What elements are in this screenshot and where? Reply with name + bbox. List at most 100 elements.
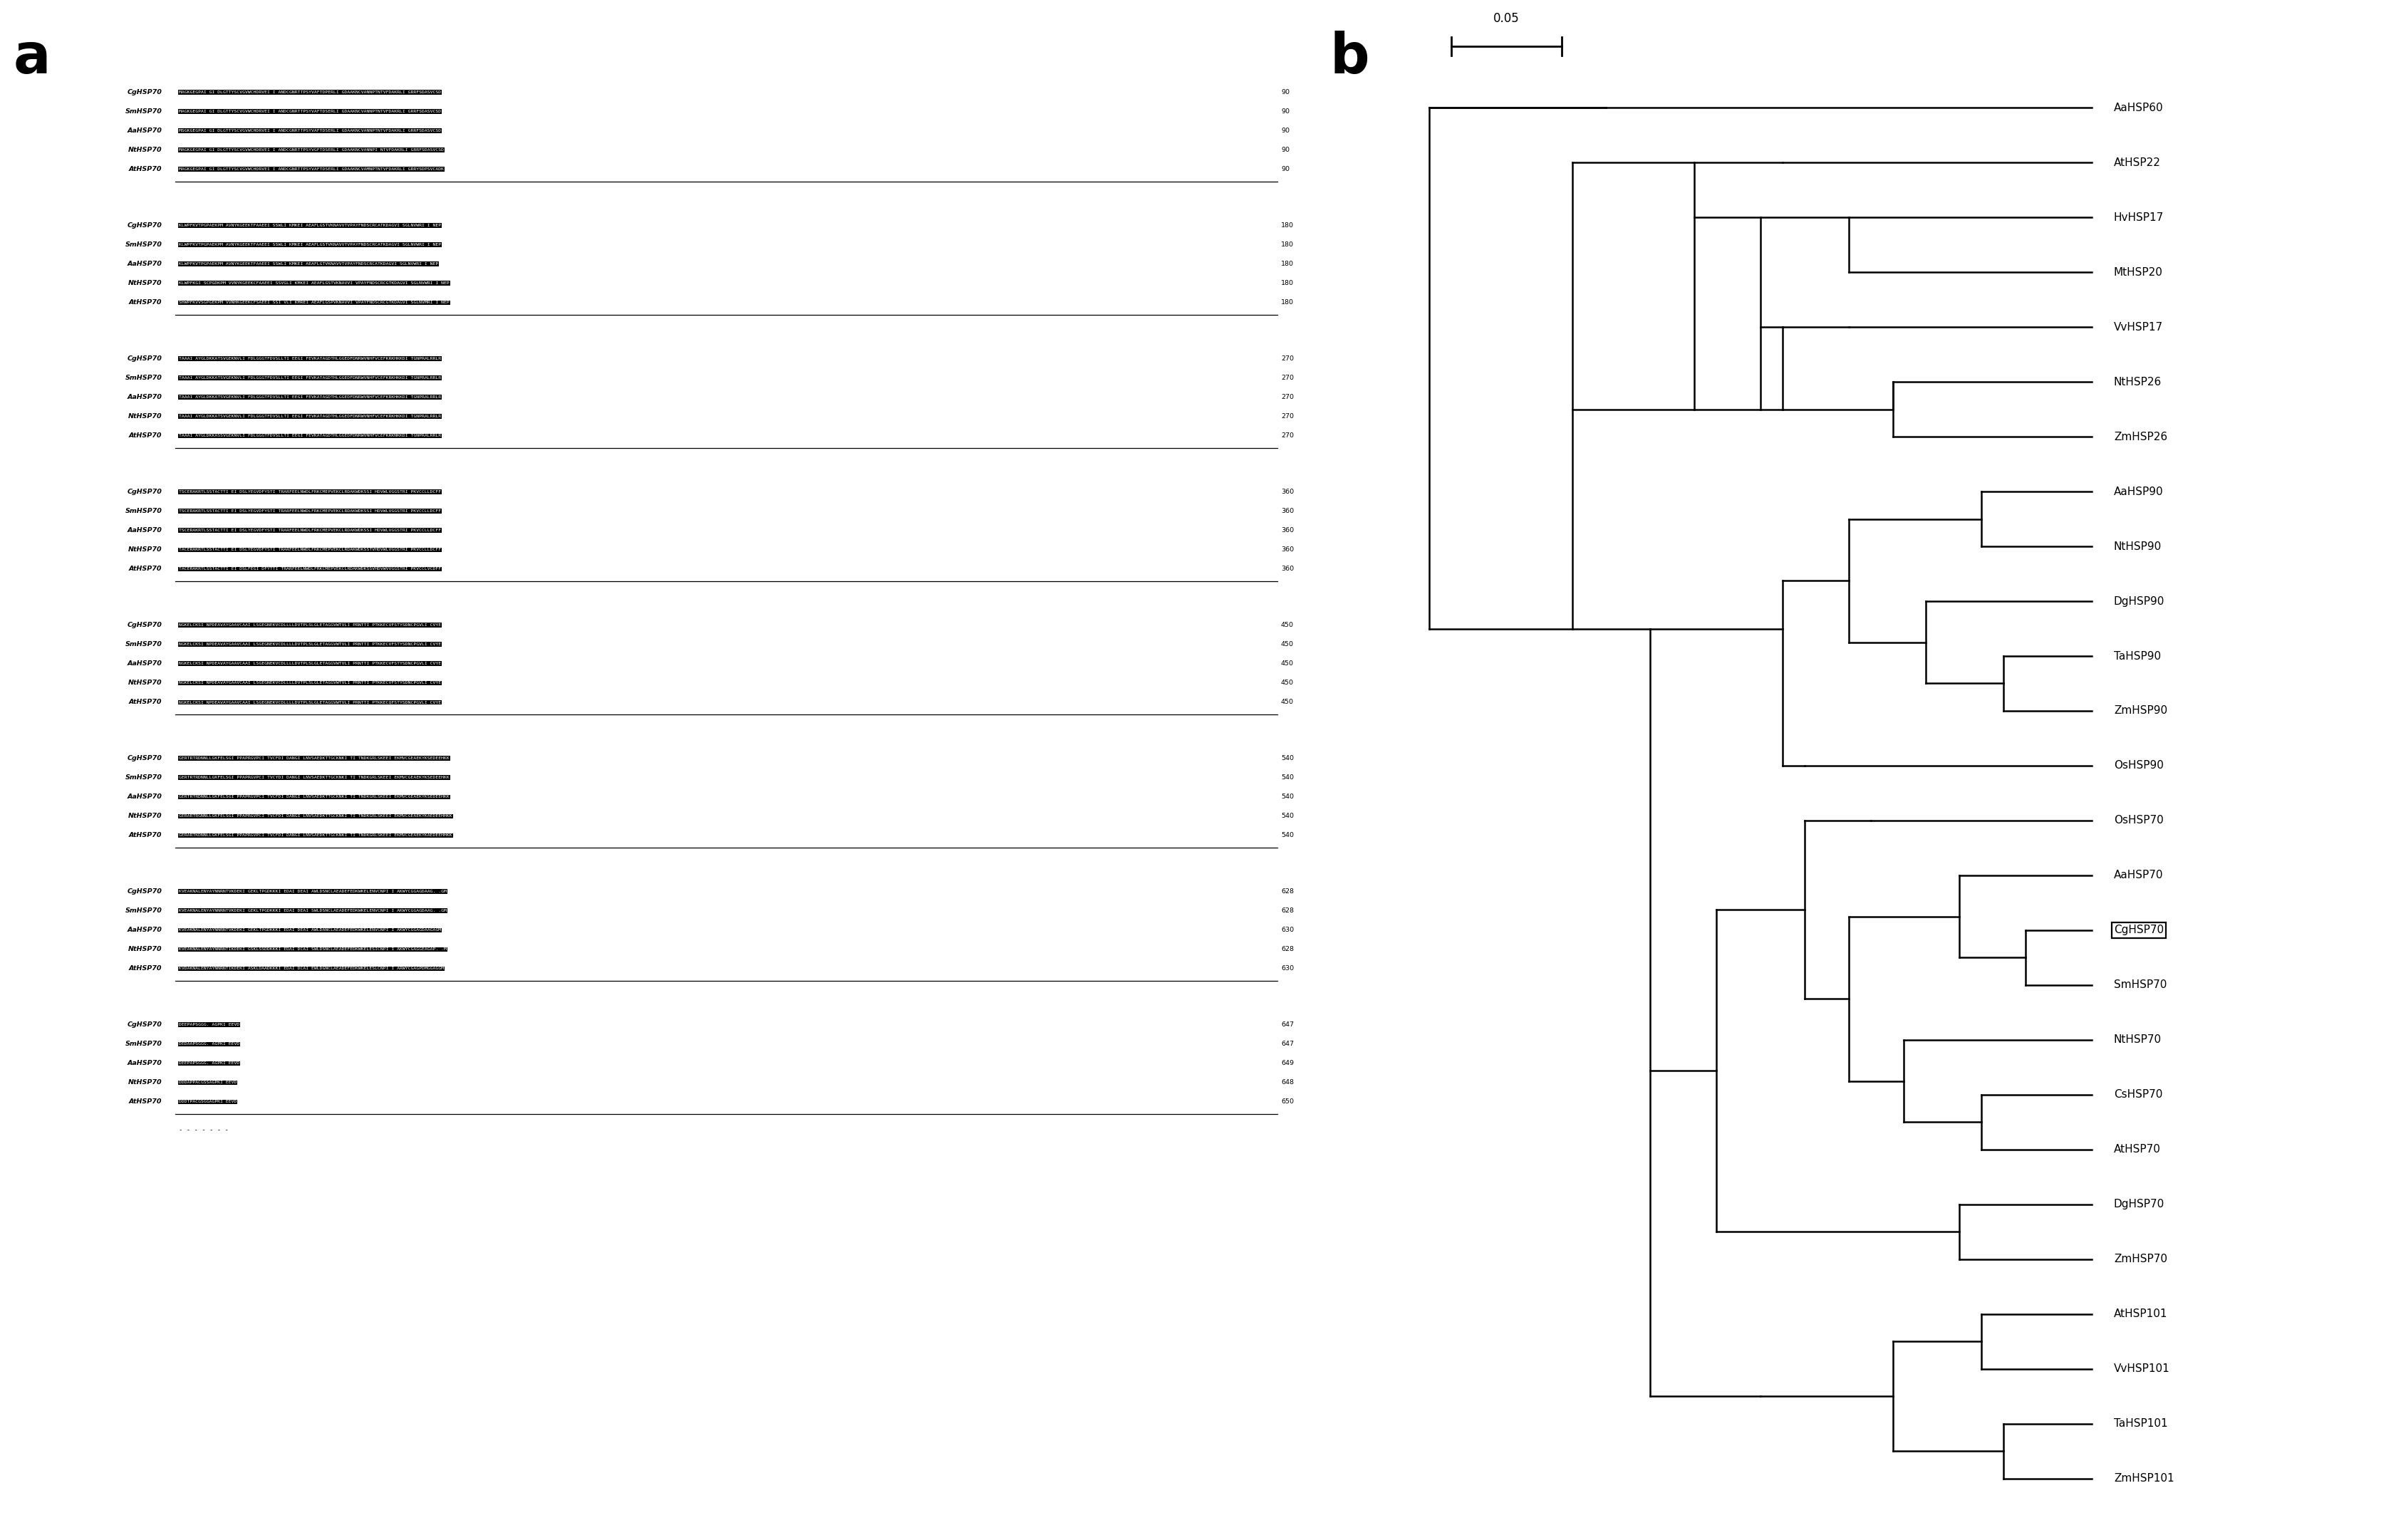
Text: AtHSP70: AtHSP70: [130, 966, 163, 972]
Text: NtHSP70: NtHSP70: [127, 946, 163, 953]
Text: a: a: [12, 31, 50, 85]
Text: 270: 270: [1282, 394, 1294, 400]
Text: CgHSP70: CgHSP70: [127, 1021, 163, 1029]
Text: 0.05: 0.05: [1493, 12, 1520, 25]
Text: 360: 360: [1282, 488, 1294, 496]
Text: AaHSP70: AaHSP70: [127, 527, 163, 534]
Text: 180: 180: [1282, 242, 1294, 248]
Text: AaHSP70: AaHSP70: [127, 1060, 163, 1067]
Text: OsHSP70: OsHSP70: [2113, 815, 2163, 825]
Text: AtHSP101: AtHSP101: [2113, 1309, 2168, 1320]
Text: AaHSP70: AaHSP70: [2113, 870, 2163, 881]
Text: DEEPAPSGGG. AGPKI EEVD: DEEPAPSGGG. AGPKI EEVD: [180, 1061, 240, 1066]
Text: 628: 628: [1282, 907, 1294, 915]
Text: AtHSP70: AtHSP70: [130, 433, 163, 439]
Text: SmHSP70: SmHSP70: [125, 775, 163, 781]
Text: TAAAI AYGLDKKASSVGEKNVLI FDLGGGTFDVSLLTI EEGI FEVKATAGDTHLGGEDFDNRWVNHFVCEFKRKNK: TAAAI AYGLDKKASSVGEKNVLI FDLGGGTFDVSLLTI…: [180, 434, 442, 437]
Text: GERTRTRDNNLLGKFELSGI PPAPRGVPCI TVCFDI DANGI LNVSAEDKTTGCKNKI TI TNDKGRLSKEEI EK: GERTRTRDNNLLGKFELSGI PPAPRGVPCI TVCFDI D…: [180, 795, 449, 799]
Text: SmHSP70: SmHSP70: [125, 374, 163, 382]
Text: NtHSP70: NtHSP70: [127, 146, 163, 154]
Text: CgHSP70: CgHSP70: [127, 356, 163, 362]
Text: GERTRTRDNNLLGKFELSGI PPAPRGVPCI TVCYDI DANGI LNVSAEDKTTGCKNKI TI TNDKGRLSKEEI EK: GERTRTRDNNLLGKFELSGI PPAPRGVPCI TVCYDI D…: [180, 776, 449, 779]
Text: AtHSP22: AtHSP22: [2113, 157, 2161, 168]
Text: NtHSP26: NtHSP26: [2113, 377, 2161, 387]
Text: SmHSP70: SmHSP70: [125, 108, 163, 115]
Text: 540: 540: [1282, 813, 1294, 819]
Text: KLWPFKVTPGPAEKPM AVNYKGEEKTFAAEEI SSWLI KMKEI AEAFLGSTVKNAVVTVPAYFNDSCRCATKDAGVI: KLWPFKVTPGPAEKPM AVNYKGEEKTFAAEEI SSWLI …: [180, 223, 442, 228]
Text: AtHSP70: AtHSP70: [130, 1098, 163, 1106]
Text: 180: 180: [1282, 222, 1294, 229]
Text: - - - - - - -: - - - - - - -: [180, 1127, 228, 1133]
Text: GERARTKDNNLLGKFELSGI PPAPRGVPCI TVCFDI DANGI LNVSAEDKTTGCKNKI TI TNDKGRLSKEEI EK: GERARTKDNNLLGKFELSGI PPAPRGVPCI TVCFDI D…: [180, 833, 451, 838]
Text: 360: 360: [1282, 508, 1294, 514]
Text: TACERAKRTLSSTACTTI EI DSLFEGI DFYTTI TRARFEELNWDLFRKCMEPVEKCLRDAKWDKSSVHDVWVVGGS: TACERAKRTLSSTACTTI EI DSLFEGI DFYTTI TRA…: [180, 567, 442, 571]
Text: 540: 540: [1282, 832, 1294, 839]
Text: 648: 648: [1282, 1080, 1294, 1086]
Text: NtHSP70: NtHSP70: [2113, 1035, 2161, 1046]
Text: CgHSP70: CgHSP70: [127, 89, 163, 95]
Text: NtHSP70: NtHSP70: [127, 679, 163, 687]
Text: TAAAI AYGLDKKATSVGEKNVLI FDLGGGTFDVSLLTI EEGI FEVKATAGDTHLGGEDFDNRWVNHFVCEFKRKHK: TAAAI AYGLDKKATSVGEKNVLI FDLGGGTFDVSLLTI…: [180, 414, 442, 419]
Text: NGKELCKSI NPDEAVAYGAAVCAAI LSGEGNEKVCDLLLLDVTPLSLGLETAGGVWTVLI PRNTTI PTKKECQFST: NGKELCKSI NPDEAVAYGAAVCAAI LSGEGNEKVCDLL…: [180, 701, 442, 704]
Text: SmHSP70: SmHSP70: [125, 907, 163, 915]
Text: NGKELCKSI NPDEAVAYGAAVCAAI LSGEGNEKVCDLLLLDVTPLSLGLETAGGVWTVLI PRNTTI PTKKECVFST: NGKELCKSI NPDEAVAYGAAVCAAI LSGEGNEKVCDLL…: [180, 642, 442, 647]
Text: NtHSP70: NtHSP70: [127, 813, 163, 819]
Text: DDDTPACGSGGAGPKI EEVD: DDDTPACGSGGAGPKI EEVD: [180, 1100, 238, 1104]
Text: TSCERAKRTLSSTACTTI EI DSLYEGVDFYSTI TRARFEELNWDLFRKCMEPVEKCLRDAKWDKSSI HDVWLVGGS: TSCERAKRTLSSTACTTI EI DSLYEGVDFYSTI TRAR…: [180, 490, 442, 494]
Text: 630: 630: [1282, 927, 1294, 933]
Text: MAGKGEGPAI GI DLGTTYSCVGVWCHDRVEI I ANDCGNRTTPSYVAFTDSERLI GDAAKNCVANNPTNTVFDAKR: MAGKGEGPAI GI DLGTTYSCVGVWCHDRVEI I ANDC…: [180, 109, 442, 114]
Text: AaHSP60: AaHSP60: [2113, 103, 2163, 112]
Text: TAAAI AYGLDKKATSVGEKNVLI FDLGGGTFDVSLLTI EEGI FEVKATAGDTHLGGEDFDNRWVNHFVCEFKRKHK: TAAAI AYGLDKKATSVGEKNVLI FDLGGGTFDVSLLTI…: [180, 376, 442, 380]
Text: SmHSP70: SmHSP70: [125, 1041, 163, 1047]
Text: 630: 630: [1282, 966, 1294, 972]
Text: AaHSP70: AaHSP70: [127, 394, 163, 400]
Text: AaHSP70: AaHSP70: [127, 260, 163, 268]
Text: AaHSP70: AaHSP70: [127, 661, 163, 667]
Text: 450: 450: [1282, 641, 1294, 648]
Text: 450: 450: [1282, 661, 1294, 667]
Text: b: b: [1330, 31, 1369, 85]
Text: 270: 270: [1282, 413, 1294, 420]
Text: TSCERAKRTLSSTACTTI EI DSLYEGVDFYSTI TRARFEELNWDLFRKCMEPVEKCLRDAKWDKSSI HDVWLVGGS: TSCERAKRTLSSTACTTI EI DSLYEGVDFYSTI TRAR…: [180, 510, 442, 513]
Text: TSCERAKRTLSSTACTTI EI DSLYEGVDFYSTI TRARFEELNWDLFRKCMEPVEKCLRDAKWDKSSI HDVWLVGGS: TSCERAKRTLSSTACTTI EI DSLYEGVDFYSTI TRAR…: [180, 528, 442, 533]
Text: NtHSP70: NtHSP70: [127, 413, 163, 420]
Text: DDDAPPACGSSAGPKI EEVD: DDDAPPACGSSAGPKI EEVD: [180, 1081, 238, 1084]
Text: 650: 650: [1282, 1098, 1294, 1106]
Text: MAGKGEGPAI GI DLGTTYSCVGVWCHDRVEI I ANDCGNRTTPSYVAFTDPERLI GDAAKNCVANNPTNTVFDAKR: MAGKGEGPAI GI DLGTTYSCVGVWCHDRVEI I ANDC…: [180, 91, 442, 94]
Text: AtHSP70: AtHSP70: [130, 299, 163, 306]
Text: 540: 540: [1282, 775, 1294, 781]
Text: TaHSP101: TaHSP101: [2113, 1418, 2168, 1429]
Text: MtHSP20: MtHSP20: [2113, 266, 2163, 277]
Text: NGKELCKSI NPDEAVAYGAAVCAAI LSGEGNEKVCDLLLLDVTPLSLGLETAGGVWTVLI PRNTTI PTKKECVFST: NGKELCKSI NPDEAVAYGAAVCAAI LSGEGNEKVCDLL…: [180, 662, 442, 665]
Text: SmHSP70: SmHSP70: [2113, 979, 2166, 990]
Text: 360: 360: [1282, 527, 1294, 534]
Text: OsHSP90: OsHSP90: [2113, 761, 2163, 772]
Text: 90: 90: [1282, 89, 1289, 95]
Text: AtHSP70: AtHSP70: [130, 832, 163, 839]
Text: CgHSP70: CgHSP70: [127, 222, 163, 229]
Text: 180: 180: [1282, 260, 1294, 268]
Text: CgHSP70: CgHSP70: [127, 755, 163, 762]
Text: TAAAI AYGLDKKATSVGEKNVLI FDLGGGTFDVSLLTI EEGI FEVKATAGDTHLGGEDFDNRWVNHFVCEFKRKHK: TAAAI AYGLDKKATSVGEKNVLI FDLGGGTFDVSLLTI…: [180, 396, 442, 399]
Text: SmHSP70: SmHSP70: [125, 242, 163, 248]
Text: AaHSP70: AaHSP70: [127, 927, 163, 933]
Text: 647: 647: [1282, 1041, 1294, 1047]
Text: KVEAKNALENYAYNNRNTIKDEKI GSKLSSDDKKKI EDAI DCAI SWLDSNCLAEADEFEDKWKELESICNPI I A: KVEAKNALENYAYNNRNTIKDEKI GSKLSSDDKKKI ED…: [180, 947, 447, 952]
Text: ZmHSP101: ZmHSP101: [2113, 1474, 2175, 1483]
Text: NGKELCKSI NPDEAVAYGAAVCAAI LSGEGNEKVCDLLLLDVTPLSLGLETAGGVWTVLI PRNTTI PTKKECVFST: NGKELCKSI NPDEAVAYGAAVCAAI LSGEGNEKVCDLL…: [180, 624, 442, 627]
Text: 90: 90: [1282, 146, 1289, 154]
Text: 649: 649: [1282, 1060, 1294, 1067]
Text: SmHSP70: SmHSP70: [125, 508, 163, 514]
Text: ZmHSP70: ZmHSP70: [2113, 1254, 2168, 1264]
Text: 90: 90: [1282, 166, 1289, 172]
Text: ZmHSP90: ZmHSP90: [2113, 705, 2168, 716]
Text: 540: 540: [1282, 755, 1294, 762]
Text: 360: 360: [1282, 547, 1294, 553]
Text: 270: 270: [1282, 433, 1294, 439]
Text: AaHSP70: AaHSP70: [127, 128, 163, 134]
Text: 540: 540: [1282, 793, 1294, 801]
Text: TACERAKRTLSSTACTTI EI DSLYEGVDFYSTI TRARFEELNWDLFRKCMEPVEKCLRDAKWDKSSTVHDVWLVGGS: TACERAKRTLSSTACTTI EI DSLYEGVDFYSTI TRAR…: [180, 548, 442, 551]
Text: NtHSP70: NtHSP70: [127, 1080, 163, 1086]
Text: KVEAKNALENYAYNNRNTVKDEKI GEKLTPGDKKKI EDAI DEAI AWLDSNCLAEADEFEDKWKELENVCNPI I A: KVEAKNALENYAYNNRNTVKDEKI GEKLTPGDKKKI ED…: [180, 890, 447, 893]
Text: KLWPFKVTPGPAEKPM AVNYKGEEKTFAAEEI SSWLI KMKEI AEAFLGSTVKNAVVTVPAYFNDSCRCATKDAGVI: KLWPFKVTPGPAEKPM AVNYKGEEKTFAAEEI SSWLI …: [180, 243, 442, 246]
